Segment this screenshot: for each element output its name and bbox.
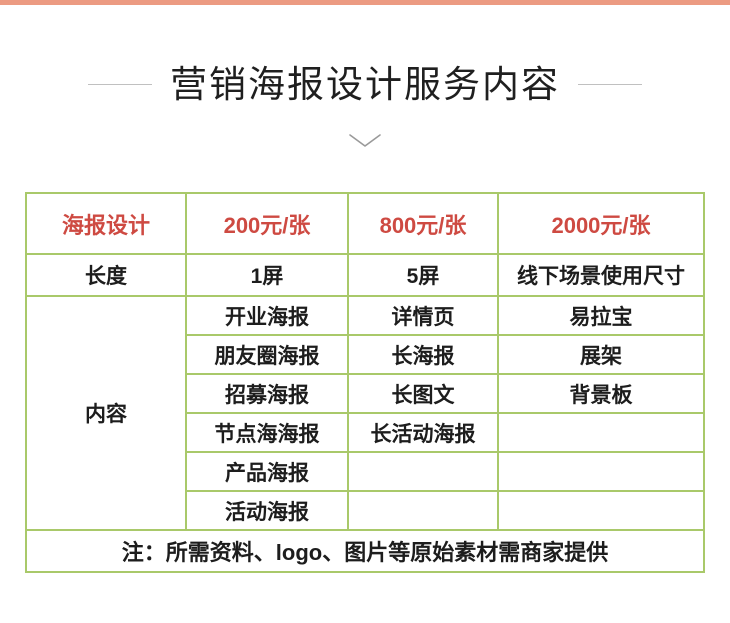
content-cell <box>347 490 499 531</box>
content-cell: 节点海海报 <box>185 412 349 453</box>
table-row-content: 活动海报 <box>26 490 705 531</box>
header-cell-price-2000: 2000元/张 <box>497 192 705 255</box>
content-label-cell: 内容 <box>25 295 187 531</box>
table-row-content: 产品海报 <box>26 451 705 492</box>
title-left-line <box>88 84 152 86</box>
content-cell: 长活动海报 <box>347 412 499 453</box>
content-cell: 招募海报 <box>185 373 349 414</box>
content-cell: 长海报 <box>347 334 499 375</box>
header-cell-poster-design: 海报设计 <box>25 192 187 255</box>
table-row-content: 朋友圈海报 长海报 展架 <box>26 334 705 375</box>
content-cell: 活动海报 <box>185 490 349 531</box>
length-value-cell: 线下场景使用尺寸 <box>497 253 705 297</box>
length-value-cell: 1屏 <box>185 253 349 297</box>
header-cell-price-800: 800元/张 <box>347 192 499 255</box>
content-cell <box>497 412 705 453</box>
header-cell-price-200: 200元/张 <box>185 192 349 255</box>
table-row-content: 招募海报 长图文 背景板 <box>26 373 705 414</box>
chevron-down-icon <box>0 133 730 149</box>
content-cell <box>497 451 705 492</box>
content-cell <box>497 490 705 531</box>
table-row-content: 节点海海报 长活动海报 <box>26 412 705 453</box>
content-cell <box>347 451 499 492</box>
table-row-content: 内容 开业海报 详情页 易拉宝 <box>25 295 705 531</box>
length-value-cell: 5屏 <box>347 253 499 297</box>
content-cell: 背景板 <box>497 373 705 414</box>
content-cell: 长图文 <box>347 373 499 414</box>
title-right-line <box>578 84 642 86</box>
content-cell: 详情页 <box>347 295 499 336</box>
page-title: 营销海报设计服务内容 <box>170 64 560 105</box>
note-cell: 注：所需资料、logo、图片等原始素材需商家提供 <box>25 529 705 573</box>
content-cell: 易拉宝 <box>497 295 705 336</box>
length-label-cell: 长度 <box>25 253 187 297</box>
top-accent-bar <box>0 0 730 5</box>
table-header-row: 海报设计 200元/张 800元/张 2000元/张 <box>25 192 705 255</box>
content-cell: 产品海报 <box>185 451 349 492</box>
table-row-length: 长度 1屏 5屏 线下场景使用尺寸 <box>25 253 705 297</box>
pricing-table: 海报设计 200元/张 800元/张 2000元/张 长度 1屏 5屏 线下场景… <box>25 192 705 573</box>
content-cell: 朋友圈海报 <box>185 334 349 375</box>
content-cell: 开业海报 <box>185 295 349 336</box>
table-note-row: 注：所需资料、logo、图片等原始素材需商家提供 <box>25 529 705 573</box>
content-cell: 展架 <box>497 334 705 375</box>
page-header: 营销海报设计服务内容 <box>0 58 730 112</box>
